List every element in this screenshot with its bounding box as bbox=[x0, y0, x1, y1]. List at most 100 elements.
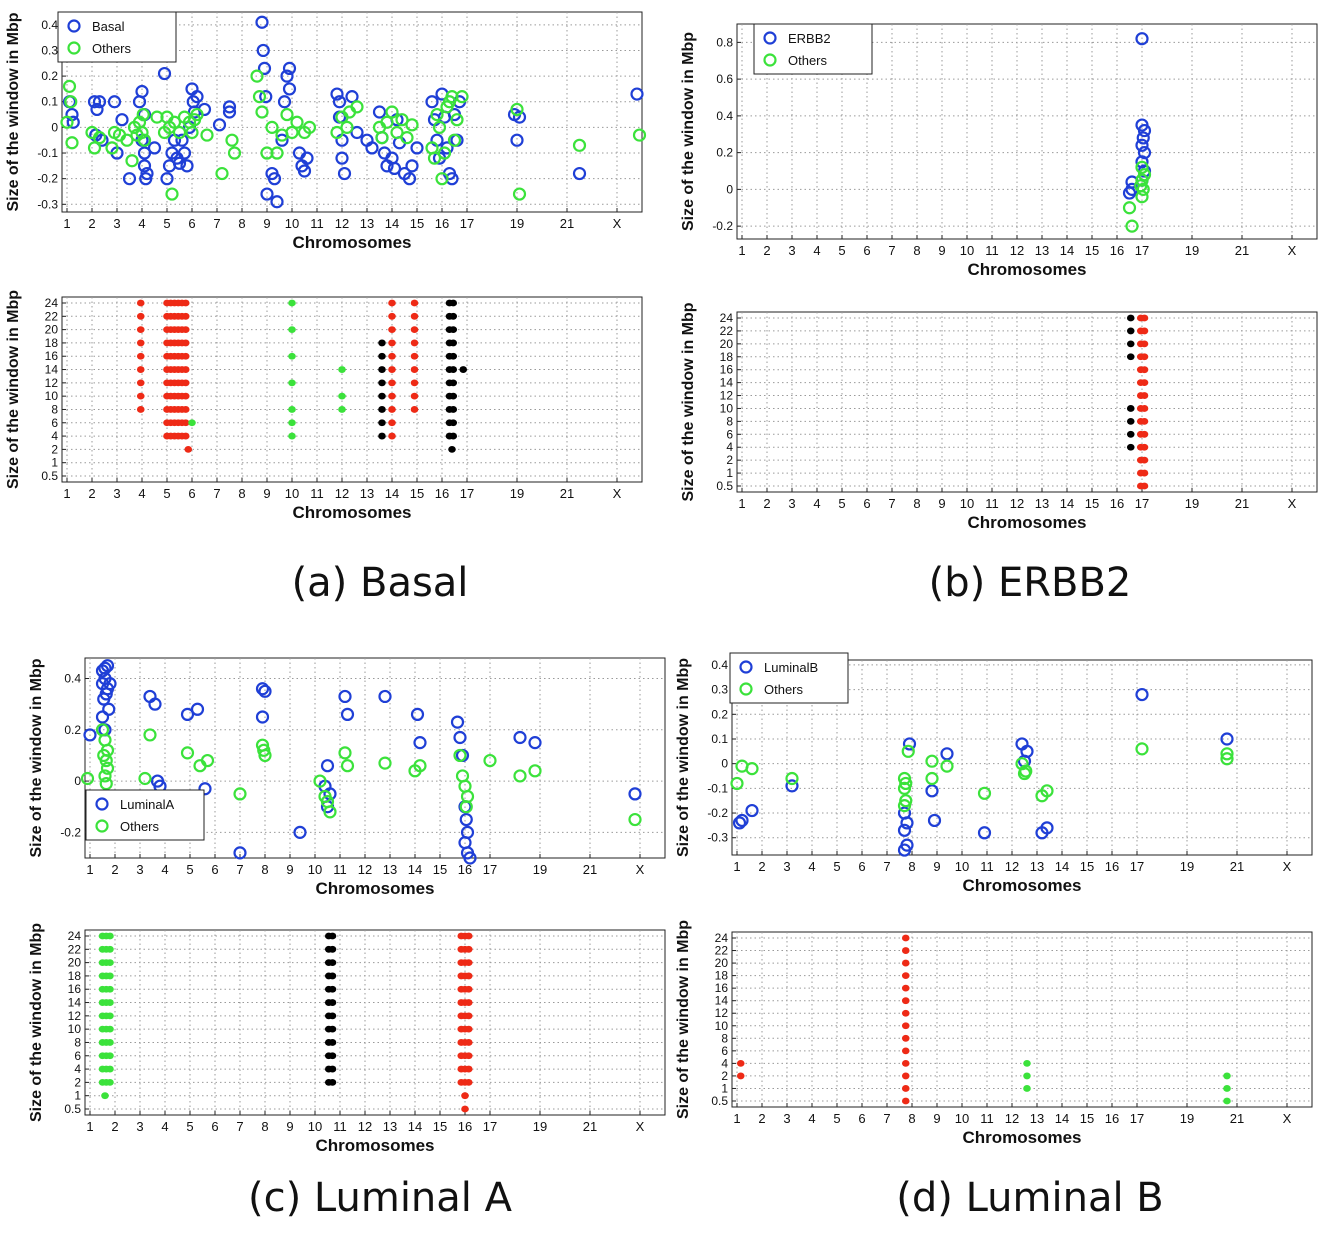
data-point-others bbox=[1122, 201, 1137, 215]
window-dot-red bbox=[388, 352, 396, 360]
window-dot-red bbox=[1140, 379, 1149, 387]
window-dot-black bbox=[378, 406, 386, 413]
window-dot-red bbox=[410, 379, 419, 387]
window-dot-red bbox=[410, 299, 419, 307]
data-point-basal bbox=[282, 82, 297, 96]
window-dot-red bbox=[1140, 314, 1149, 322]
y-tick-label: 20 bbox=[45, 323, 59, 337]
data-point-others bbox=[395, 113, 409, 127]
window-dot-red bbox=[901, 1022, 910, 1030]
window-dot-red bbox=[901, 959, 910, 967]
data-point-erbb2 bbox=[1135, 138, 1149, 152]
data-point-basal bbox=[139, 172, 153, 186]
window-dot-black bbox=[1126, 443, 1135, 451]
y-tick-label: 6 bbox=[721, 1044, 728, 1058]
data-point-luminalb bbox=[900, 816, 914, 830]
data-point-others bbox=[125, 154, 139, 168]
data-point-basal bbox=[337, 166, 352, 181]
window-dot-black bbox=[328, 972, 337, 980]
window-dot-black bbox=[449, 419, 458, 427]
window-dot-red bbox=[410, 406, 419, 413]
x-tick-label: 1 bbox=[733, 1111, 740, 1126]
x-tick-label: 6 bbox=[211, 1119, 218, 1134]
data-point-others bbox=[901, 744, 915, 758]
window-dot-black bbox=[378, 432, 386, 440]
data-point-others bbox=[280, 107, 294, 122]
y-tick-label: 8 bbox=[74, 1035, 81, 1049]
data-point-basal bbox=[630, 87, 644, 101]
data-point-others bbox=[172, 125, 187, 140]
x-tick-label: 19 bbox=[533, 1119, 547, 1134]
x-tick-label: 3 bbox=[113, 216, 120, 231]
x-tick-label: 15 bbox=[1080, 859, 1094, 874]
window-dot-black bbox=[449, 392, 458, 400]
data-point-basal bbox=[277, 95, 292, 109]
x-tick-label: 10 bbox=[960, 243, 974, 258]
legend: ERBB2 Others bbox=[753, 23, 873, 75]
x-tick-label: 4 bbox=[161, 862, 168, 877]
y-tick-label: 18 bbox=[720, 350, 734, 364]
data-point-luminalb bbox=[735, 813, 749, 828]
data-point-luminala bbox=[102, 702, 116, 716]
window-dot-black bbox=[449, 366, 458, 373]
legend: LuminalA Others bbox=[85, 789, 205, 841]
window-dot-black bbox=[378, 366, 386, 373]
data-point-basal bbox=[259, 90, 273, 104]
y-tick-label: 14 bbox=[45, 363, 59, 377]
plot-frame bbox=[736, 311, 1318, 493]
data-point-basal bbox=[410, 141, 424, 155]
x-tick-label: 10 bbox=[955, 1111, 969, 1126]
x-tick-label: 21 bbox=[1235, 496, 1249, 511]
data-point-others bbox=[350, 100, 364, 114]
x-tick-label: 5 bbox=[186, 1119, 193, 1134]
y-tick-label: 12 bbox=[720, 389, 734, 403]
window-dot-green bbox=[338, 366, 346, 373]
window-dot-red bbox=[410, 339, 419, 347]
x-tick-label: 17 bbox=[1130, 859, 1144, 874]
y-tick-label: -0.2 bbox=[60, 825, 81, 839]
window-dot-green bbox=[106, 959, 114, 967]
window-dot-red bbox=[1140, 353, 1149, 361]
x-axis-label: Chromosomes bbox=[967, 513, 1086, 532]
window-dot-green bbox=[288, 326, 296, 334]
x-tick-label: 7 bbox=[213, 486, 220, 501]
x-tick-label: 13 bbox=[1030, 859, 1044, 874]
data-point-basal bbox=[90, 102, 104, 117]
x-tick-label: 11 bbox=[985, 243, 999, 258]
window-dot-green bbox=[1023, 1059, 1031, 1067]
window-dot-black bbox=[1126, 340, 1135, 348]
x-tick-label: 8 bbox=[908, 859, 915, 874]
y-tick-label: 2 bbox=[74, 1075, 81, 1089]
x-tick-label: 5 bbox=[186, 862, 193, 877]
data-point-basal bbox=[365, 141, 379, 155]
window-dot-red bbox=[901, 997, 910, 1005]
data-point-basal bbox=[95, 133, 109, 147]
x-tick-label: 13 bbox=[1030, 1111, 1044, 1126]
x-tick-label: 16 bbox=[458, 862, 472, 877]
y-tick-label: 22 bbox=[45, 309, 59, 323]
x-tick-label: 10 bbox=[955, 859, 969, 874]
data-point-basal bbox=[300, 151, 314, 165]
y-tick-label: 0 bbox=[51, 120, 58, 134]
data-point-basal bbox=[345, 90, 359, 104]
data-point-luminalb bbox=[1135, 687, 1149, 702]
data-point-others bbox=[390, 125, 404, 140]
window-dot-red bbox=[901, 934, 910, 942]
data-point-luminalb bbox=[745, 803, 759, 818]
data-point-others bbox=[135, 125, 149, 140]
data-point-basal bbox=[387, 161, 402, 176]
data-point-others bbox=[200, 753, 215, 768]
window-dot-red bbox=[136, 392, 145, 400]
window-dot-red bbox=[901, 1072, 910, 1080]
data-point-others bbox=[940, 759, 954, 773]
window-dot-red bbox=[410, 352, 419, 360]
y-tick-label: 0.4 bbox=[711, 658, 728, 672]
data-point-others bbox=[340, 759, 355, 773]
data-point-basal bbox=[280, 69, 294, 83]
x-tick-label: 1 bbox=[63, 486, 70, 501]
x-tick-label: 7 bbox=[883, 859, 890, 874]
y-tick-label: 8 bbox=[51, 402, 58, 416]
data-point-erbb2 bbox=[1137, 123, 1152, 138]
x-tick-label: 17 bbox=[460, 486, 474, 501]
data-point-luminalb bbox=[927, 813, 942, 828]
